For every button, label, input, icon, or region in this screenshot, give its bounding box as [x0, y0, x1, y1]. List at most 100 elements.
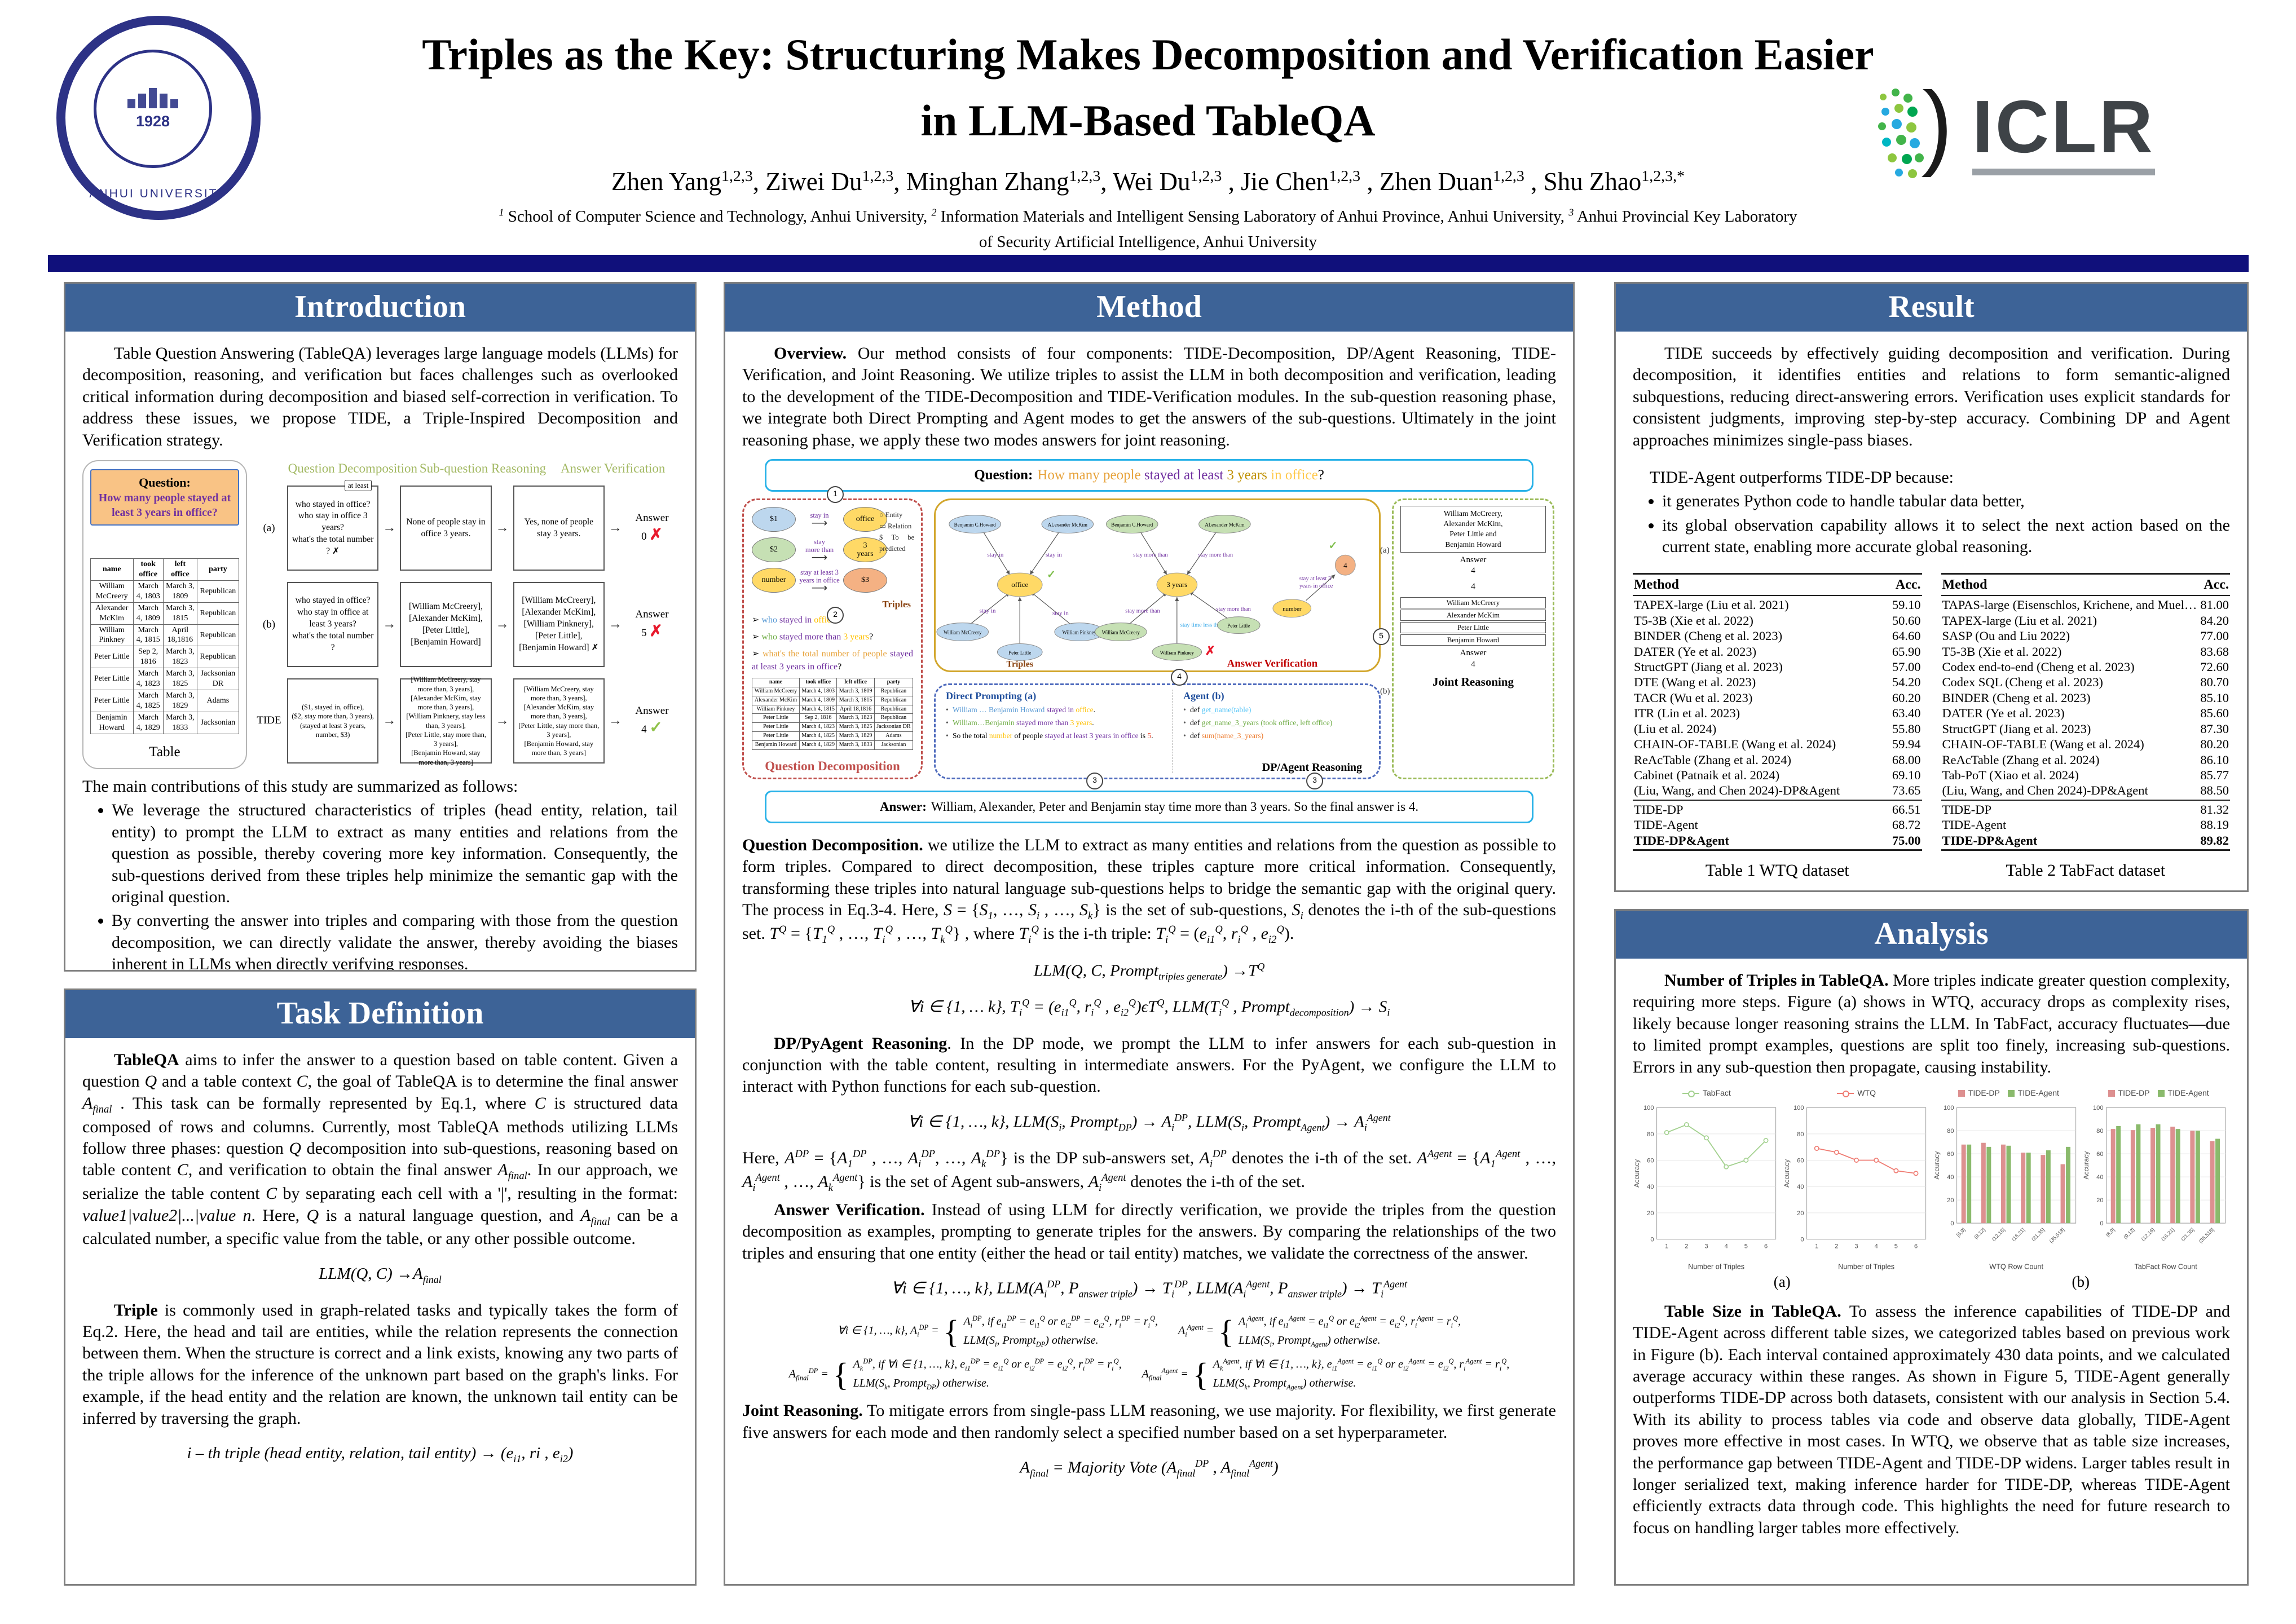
author: Minghan Zhang1,2,3,: [906, 167, 1113, 196]
branch-b-label: (b): [1380, 686, 1390, 696]
chart-tabfact-rowcount: TIDE-DP TIDE-Agent 0 20 40 60 80 100 Accuracy Tab…: [2082, 1086, 2230, 1272]
joint-reasoning-panel: (a) (b) William McCreery, Alexander McKi…: [1380, 498, 1554, 779]
table-header: Method Acc.: [1941, 572, 2230, 597]
section-task-definition: Task Definition TableQA aims to infer th…: [64, 988, 697, 1586]
table-row: TAPAS-large (Eisenschlos, Krichene, and …: [1942, 598, 2229, 612]
tail-entity-node: $3: [843, 567, 887, 593]
section-analysis: Analysis Number of Triples in TableQA. M…: [1614, 909, 2249, 1586]
verification-graph: stay in stay in stay in stay in office ✓…: [936, 515, 1356, 669]
arrow-icon: ⟶: [811, 582, 828, 595]
table-row: Peter Little Sep 2, 1816 March 3, 1823 Repu…: [752, 713, 914, 723]
author: Zhen Yang1,2,3,: [611, 167, 766, 196]
section-method: Method Overview. Our method consists of …: [724, 282, 1575, 1586]
figure-legend: ○ Entity ▭ Relation $ To be predicted: [879, 510, 914, 553]
answer-label: Answer:: [879, 800, 927, 814]
svg-text:40: 40: [1947, 1174, 1954, 1181]
table-row: TIDE-Agent 68.72: [1634, 818, 1921, 832]
table-wtq: Method Acc. TAPEX-large (Liu et al. 2021)…: [1633, 572, 1922, 882]
table-row: Benjamin Howard March 4, 1829 March 3, 183…: [90, 711, 240, 734]
section-title-result: Result: [1616, 284, 2247, 332]
svg-text:(16,21]: (16,21]: [2160, 1227, 2175, 1242]
poster-title: Triples as the Key: Structuring Makes De…: [316, 21, 1980, 153]
joint-reasoning-caption: Joint Reasoning: [1432, 675, 1514, 689]
svg-text:100: 100: [2093, 1105, 2104, 1111]
table-row: TIDE-DP 66.51: [1634, 802, 1921, 817]
intro-paragraph: Table Question Answering (TableQA) lever…: [82, 344, 678, 449]
svg-text:40: 40: [1797, 1184, 1804, 1190]
svg-text:60: 60: [1947, 1151, 1954, 1158]
agent-bullet: def sum(name_3_years): [1183, 731, 1369, 741]
table-row: (Liu, Wang, and Chen 2024)-DP&Agent 88.50: [1942, 783, 2229, 798]
method-figure: Question: How many people stayed at leas…: [742, 458, 1556, 829]
answer-cell: Answer 0 ✗: [635, 512, 669, 544]
reasoning-box: [William McCreery, stay more than, 3 yea…: [400, 676, 492, 766]
tail-entity-node: office: [843, 506, 887, 532]
result-paragraph: TIDE succeeds by effectively guiding dec…: [1633, 344, 2230, 449]
svg-text:80: 80: [1647, 1131, 1654, 1138]
table-row: William McCreery March 4, 1803 March 3, 18…: [90, 580, 240, 603]
svg-text:60: 60: [2096, 1151, 2103, 1158]
svg-text:1: 1: [1815, 1243, 1818, 1250]
svg-text:ALexander McKim: ALexander McKim: [1205, 522, 1244, 527]
svg-text:✓: ✓: [1047, 569, 1056, 581]
direct-prompting-column: Direct Prompting (a) William … Benjamin …: [946, 689, 1174, 773]
iclr-dots-icon: [1878, 89, 1947, 178]
intro-figure-flow: Question Decomposition Sub-question Reas…: [255, 460, 678, 769]
question-label: Question:: [974, 467, 1033, 483]
verification-box: Yes, none of people stay 3 years.: [513, 486, 605, 571]
dp-bullet: William … Benjamin Howard stayed in offi…: [946, 705, 1165, 715]
affiliations: 1 School of Computer Science and Technol…: [214, 204, 2082, 255]
table-row: T5-3B (Xie et al. 2022) 50.60: [1634, 613, 1921, 628]
svg-text:20: 20: [1947, 1197, 1954, 1204]
table-row: Codex SQL (Cheng et al. 2023) 80.70: [1942, 675, 2229, 690]
svg-text:(9,12]: (9,12]: [1973, 1227, 1986, 1241]
svg-text:William Pinkney: William Pinkney: [1160, 650, 1195, 655]
iclr-logo: ICLR: [1873, 85, 2155, 180]
cross-icon: ✗: [649, 623, 663, 641]
svg-text:TabFact Row Count: TabFact Row Count: [2135, 1263, 2198, 1270]
chart-wtq-triples: WTQ 0 20 40 60 80 100 Accuracy Number of Triples…: [1783, 1086, 1931, 1272]
decomposition-box: at least who stayed in office? who stay i…: [287, 480, 379, 571]
answer-cell: Answer 5 ✗: [635, 608, 669, 641]
dp-bullet: So the total number of people stayed at …: [946, 731, 1165, 741]
table-row: Alexander McKim March 4, 1809 March 3, 181…: [752, 695, 914, 705]
result-bullet: its global observation capability allows…: [1662, 515, 2230, 558]
section-title-introduction: Introduction: [65, 284, 695, 332]
step-2-badge: 2: [827, 606, 844, 624]
svg-text:stay in: stay in: [980, 608, 996, 615]
method-av-paragraph: Answer Verification. Instead of using LL…: [742, 1200, 1557, 1263]
svg-text:stay more than: stay more than: [1216, 606, 1251, 612]
svg-text:100: 100: [1643, 1105, 1654, 1111]
svg-text:0: 0: [1650, 1237, 1654, 1243]
arrow-icon: →: [382, 617, 396, 632]
author: Jie Chen1,2,3 ,: [1241, 167, 1380, 196]
verification-box: [William McCreery], [Alexander McKim], […: [513, 582, 605, 668]
svg-text:Answer Verification: Answer Verification: [1227, 657, 1318, 669]
svg-text:6: 6: [1914, 1243, 1918, 1250]
question-decomposition-panel: ○ Entity ▭ Relation $ To be predicted $1…: [742, 498, 923, 779]
svg-text:Accuracy: Accuracy: [2082, 1151, 2090, 1180]
table-row: StructGPT (Jiang et al. 2023) 87.30: [1942, 721, 2229, 736]
svg-text:William Pinkney: William Pinkney: [1062, 630, 1096, 636]
svg-text:0: 0: [1950, 1220, 1954, 1227]
arrow-icon: →: [382, 713, 396, 729]
table-row: Alexander McKim March 4, 1809 March 3, 181…: [90, 602, 240, 625]
answer-b: Answer 4: [1460, 648, 1487, 669]
table-header: Method Acc.: [1633, 572, 1922, 597]
answer-a: Answer 4: [1460, 555, 1487, 576]
question-decomposition-caption: Question Decomposition: [765, 758, 900, 773]
equation-7: ∀i ∈ {1, …, k}, AiDP ={ AiDP, if ei1DP =…: [837, 1313, 1461, 1350]
method-dp-paragraph: DP/PyAgent Reasoning. In the DP mode, we…: [742, 1034, 1556, 1096]
svg-text:[6,9]: [6,9]: [1955, 1227, 1966, 1238]
svg-text:5: 5: [1894, 1243, 1898, 1250]
svg-text:Peter Little: Peter Little: [1008, 650, 1031, 655]
task-paragraph-2: Triple is commonly used in graph-related…: [82, 1300, 678, 1428]
result-tables: Method Acc. TAPEX-large (Liu et al. 2021)…: [1633, 572, 2230, 882]
svg-text:4: 4: [1725, 1243, 1728, 1250]
agent-bullet: def get_name(table): [1183, 705, 1369, 715]
arrow-icon: →: [608, 713, 622, 729]
question-label: Question:: [139, 475, 191, 489]
head-entity-node: number: [752, 567, 796, 593]
task-paragraph-1: TableQA aims to infer the answer to a qu…: [82, 1051, 678, 1248]
decomposition-box: who stayed in office? who stay in office…: [287, 582, 379, 668]
